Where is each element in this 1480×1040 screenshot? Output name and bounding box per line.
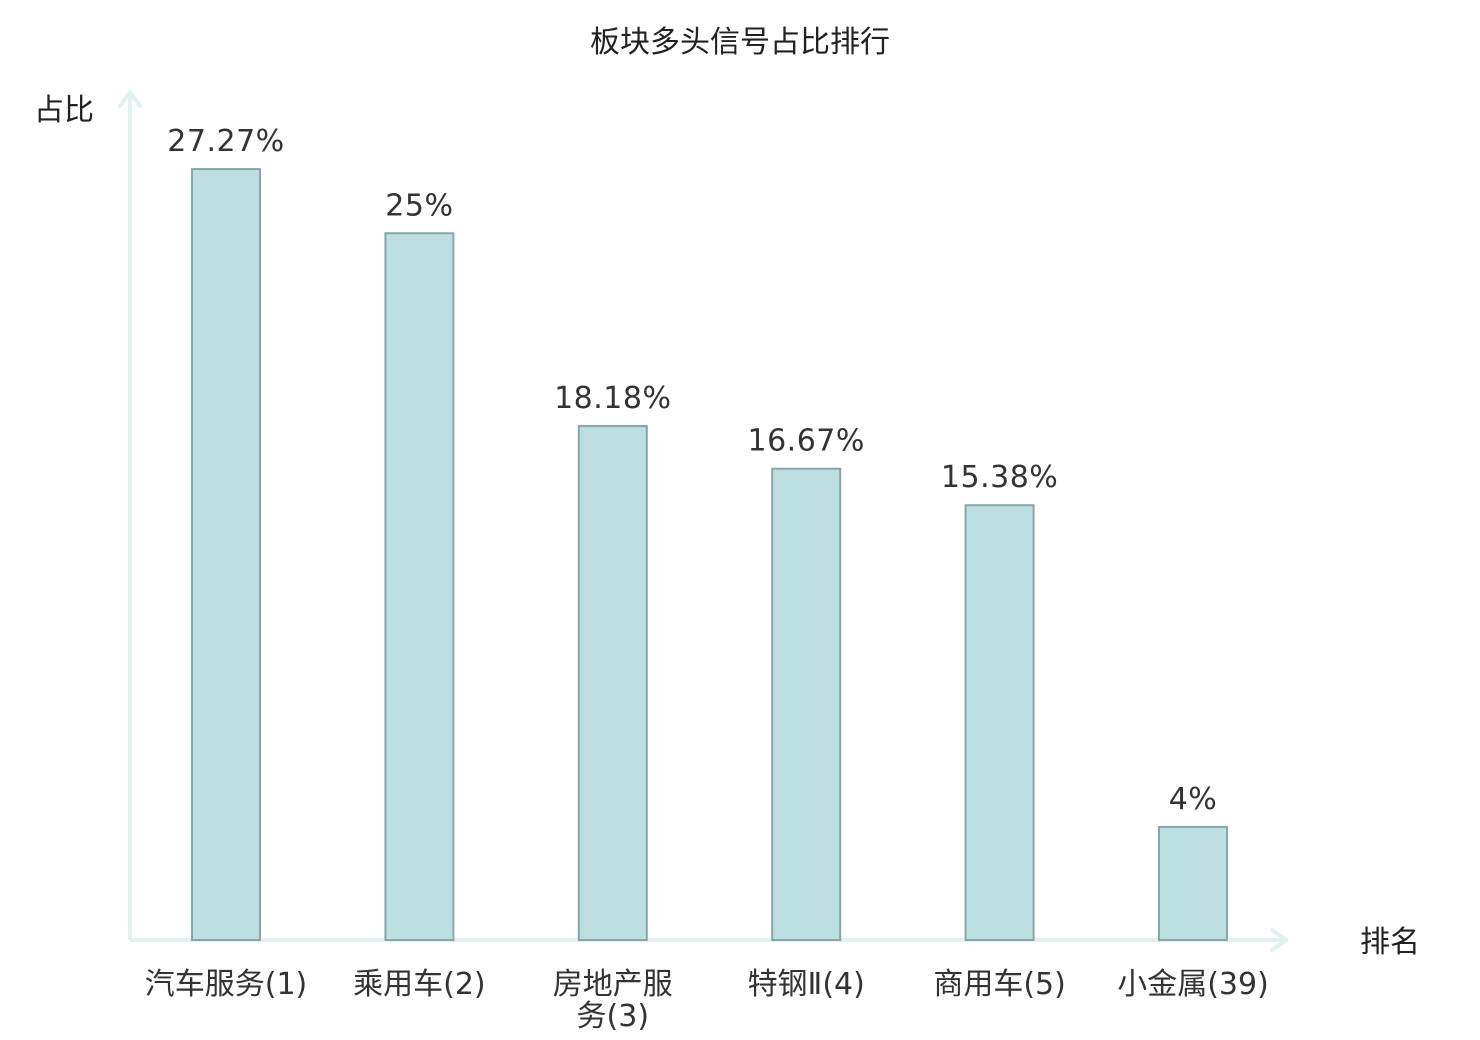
bars-group [191, 168, 1228, 942]
x-axis-arrow [1270, 928, 1288, 952]
category-tick-label: 务(3) [577, 999, 650, 1034]
category-tick-label: 汽车服务(1) [145, 967, 308, 1002]
category-tick-label: 特钢Ⅱ(4) [748, 967, 865, 1002]
y-axis [118, 90, 142, 940]
bar [577, 425, 648, 941]
bar-value-label: 18.18% [554, 381, 671, 416]
bar-value-label: 27.27% [167, 124, 284, 159]
bar [964, 504, 1035, 941]
category-tick-label: 小金属(39) [1117, 967, 1269, 1002]
category-tick-label: 乘用车(2) [353, 967, 486, 1002]
bar-value-label: 15.38% [941, 460, 1058, 495]
bar [1158, 825, 1228, 941]
bar-value-label: 16.67% [748, 424, 865, 459]
y-axis-arrow [118, 90, 142, 108]
bar [384, 232, 455, 941]
bar-value-label: 4% [1169, 782, 1218, 817]
chart-title: 板块多头信号占比排行 [590, 25, 890, 60]
y-axis-label: 占比 [34, 93, 94, 128]
x-axis-label: 排名 [1360, 925, 1420, 960]
x-axis [130, 928, 1288, 952]
bar-value-label: 25% [385, 188, 453, 223]
bar [191, 168, 261, 942]
category-tick-label: 商用车(5) [933, 967, 1066, 1002]
value-labels-group: 27.27% 25% 18.18% 16.67% 15.38% 4% [167, 124, 1218, 817]
category-tick-label: 房地产服 [553, 967, 673, 1002]
bar [771, 467, 842, 941]
